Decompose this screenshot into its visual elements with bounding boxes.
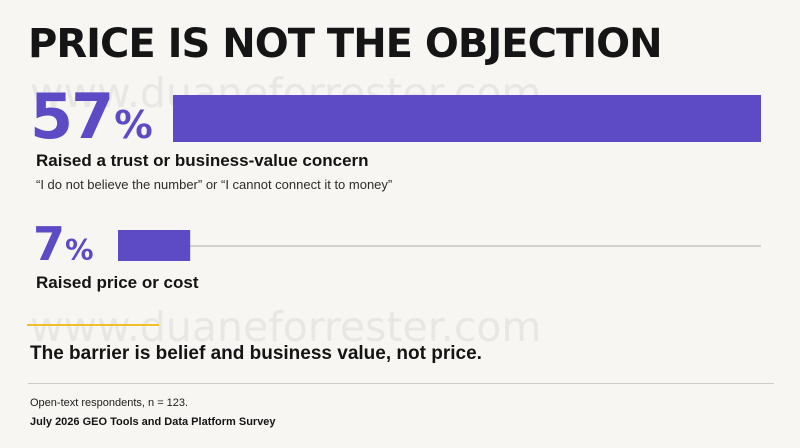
footnote: Open-text respondents, n = 123.: [30, 397, 189, 409]
bar-trust-concern: [173, 95, 761, 142]
percent-sign: %: [114, 103, 153, 148]
category-label-price-cost: Raised price or cost: [36, 273, 199, 292]
value-label-price-cost: 7%: [33, 219, 94, 276]
value-number: 7: [33, 217, 65, 271]
footer-divider: [28, 383, 774, 384]
percent-sign: %: [65, 234, 94, 267]
accent-divider: [27, 324, 159, 326]
page-title: PRICE IS NOT THE OBJECTION: [28, 21, 663, 67]
quote-annotation: “I do not believe the number” or “I cann…: [36, 177, 393, 192]
category-label-trust-concern: Raised a trust or business-value concern: [36, 151, 369, 170]
value-number: 57: [30, 80, 114, 153]
source-line: July 2026 GEO Tools and Data Platform Su…: [30, 416, 276, 428]
conclusion-text: The barrier is belief and business value…: [30, 343, 482, 364]
bar-price-cost: [118, 230, 191, 261]
value-label-trust-concern: 57%: [30, 84, 153, 159]
